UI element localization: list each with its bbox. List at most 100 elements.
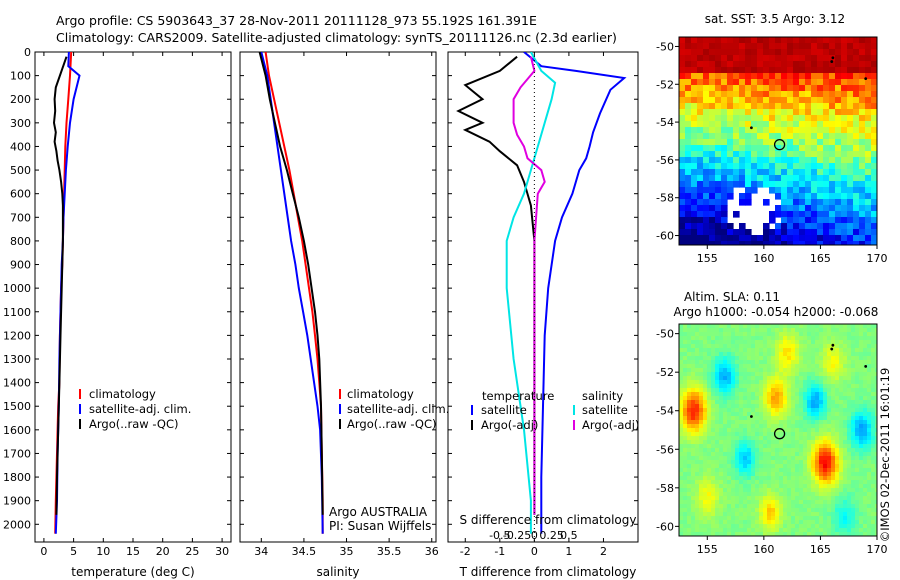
map-cell (827, 420, 832, 425)
map-cell (783, 332, 788, 337)
map-cell (775, 356, 780, 361)
map-cell (851, 532, 856, 536)
map-cell (727, 384, 732, 389)
map-cell (699, 404, 704, 409)
map-cell (803, 456, 808, 461)
map-cell (867, 416, 872, 421)
map-cell (755, 332, 760, 337)
map-cell (759, 360, 764, 365)
map-cell (719, 516, 724, 521)
map-cell (771, 496, 776, 501)
map-cell (871, 416, 876, 421)
map-cell (781, 115, 788, 122)
map-cell (807, 336, 812, 341)
map-cell (679, 380, 684, 385)
map-cell (723, 332, 728, 337)
map-cell (683, 388, 688, 393)
sst-map-title: sat. SST: 3.5 Argo: 3.12 (705, 12, 845, 26)
map-cell (679, 139, 686, 146)
map-cell (799, 324, 804, 329)
map-cell (779, 352, 784, 357)
map-cell (679, 127, 686, 134)
map-cell (803, 480, 808, 485)
map-cell (715, 181, 722, 188)
map-cell (695, 456, 700, 461)
map-cell (731, 360, 736, 365)
map-cell (747, 372, 752, 377)
map-cell (827, 416, 832, 421)
map-cell (799, 532, 804, 536)
map-cell (781, 43, 788, 50)
map-cell (775, 37, 782, 44)
map-cell (709, 169, 716, 176)
map-cell (719, 348, 724, 353)
map-cell (831, 380, 836, 385)
map-cell (811, 324, 816, 329)
map-cell (799, 360, 804, 365)
map-cell (779, 472, 784, 477)
map-cell (775, 380, 780, 385)
map-cell (697, 193, 704, 200)
map-cell (759, 436, 764, 441)
map-cell (711, 404, 716, 409)
map-cell (791, 412, 796, 417)
map-cell (691, 440, 696, 445)
map-cell (791, 420, 796, 425)
map-cell (835, 235, 842, 242)
x-tick-label: 36 (425, 545, 439, 558)
map-cell (699, 456, 704, 461)
map-cell (771, 508, 776, 513)
x-tick-label: 34 (254, 545, 268, 558)
map-cell (723, 440, 728, 445)
map-cell (715, 392, 720, 397)
depth-tick-label: 800 (10, 235, 31, 248)
map-cell (805, 151, 812, 158)
map-cell (805, 121, 812, 128)
map-cell (795, 328, 800, 333)
map-cell (703, 468, 708, 473)
map-cell (743, 336, 748, 341)
map-cell (823, 193, 830, 200)
map-cell (731, 532, 736, 536)
map-cell (751, 524, 756, 529)
map-cell (703, 79, 710, 86)
map-cell (847, 241, 854, 245)
map-cell (851, 420, 856, 425)
map-cell (721, 169, 728, 176)
map-cell (811, 476, 816, 481)
map-cell (783, 512, 788, 517)
map-cell (871, 175, 877, 182)
map-cell (759, 384, 764, 389)
map-cell (817, 109, 824, 116)
map-cell (823, 199, 830, 206)
map-cell (791, 480, 796, 485)
map-cell (771, 324, 776, 329)
map-cell (747, 532, 752, 536)
map-cell (755, 396, 760, 401)
map-cell (823, 524, 828, 529)
map-cell (747, 396, 752, 401)
map-cell (727, 512, 732, 517)
map-cell (859, 157, 866, 164)
map-cell (691, 388, 696, 393)
map-cell (847, 85, 854, 92)
x-tick-label: 0 (531, 545, 538, 558)
map-cell (783, 460, 788, 465)
map-cell (683, 348, 688, 353)
map-cell (731, 400, 736, 405)
map-cell (803, 504, 808, 509)
map-cell (755, 364, 760, 369)
map-cell (767, 396, 772, 401)
map-cell (865, 103, 872, 110)
map-cell (703, 392, 708, 397)
map-cell (859, 193, 866, 200)
map-cell (817, 223, 824, 230)
map-cell (841, 79, 848, 86)
map-cell (783, 388, 788, 393)
map-cell (767, 412, 772, 417)
map-cell (847, 61, 854, 68)
map-cell (791, 380, 796, 385)
map-cell (745, 127, 752, 134)
map-cell (827, 532, 832, 536)
map-cell (695, 444, 700, 449)
